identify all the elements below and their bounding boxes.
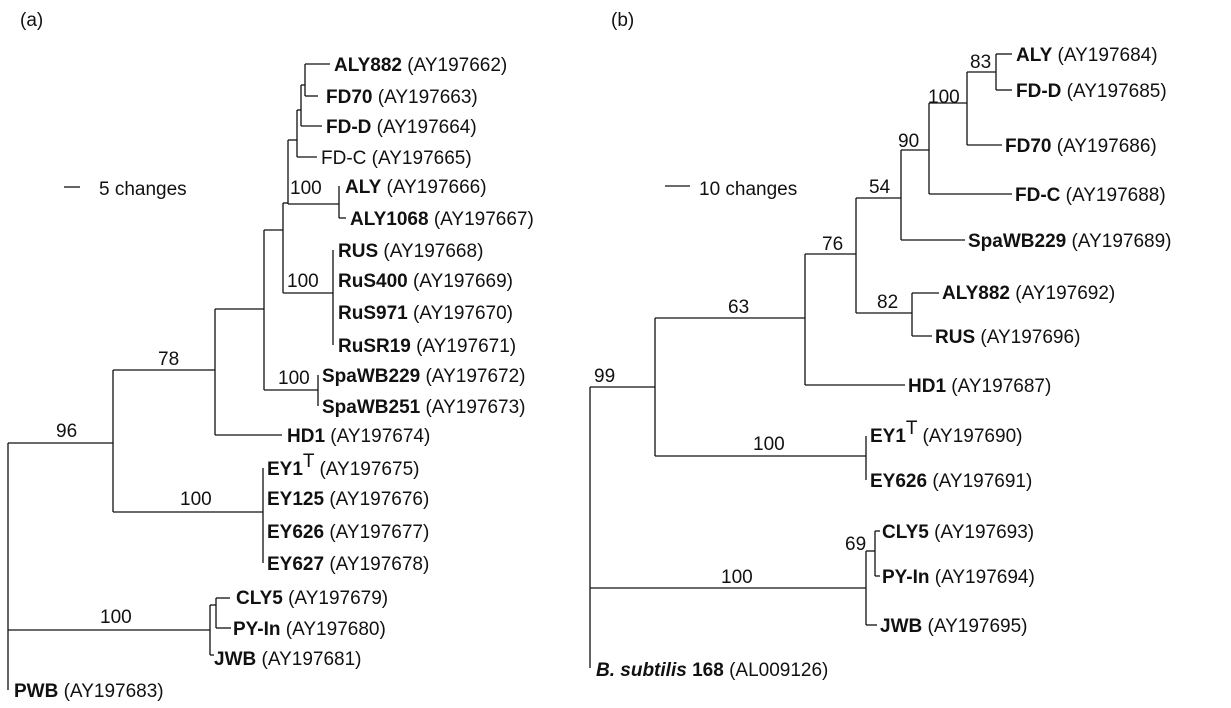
panel-b-bootstrap-values: 83 100 90 54 82 76 63 100 99 69 100 — [594, 52, 991, 588]
bootstrap-value: 100 — [753, 434, 785, 455]
taxon-label: B. subtilis 168 (AL009126) — [596, 660, 828, 681]
taxon-label: HD1 (AY197674) — [287, 426, 430, 447]
bootstrap-value: 63 — [728, 297, 749, 318]
bootstrap-value: 100 — [100, 607, 132, 628]
taxon-label: HD1 (AY197687) — [908, 376, 1051, 397]
bootstrap-value: 76 — [822, 234, 843, 255]
taxon-label: JWB (AY197695) — [880, 616, 1028, 637]
taxon-label: EY1T (AY197675) — [267, 451, 419, 480]
taxon-label: RUS (AY197668) — [338, 241, 483, 262]
taxon-label: EY627 (AY197678) — [267, 554, 429, 575]
bootstrap-value: 100 — [278, 368, 310, 389]
panel-a-branches — [7, 63, 346, 690]
bootstrap-value: 90 — [898, 131, 919, 152]
panel-b: (b) 10 changes — [589, 10, 1171, 681]
taxon-label: FD-D (AY197685) — [1016, 81, 1167, 102]
taxon-label: SpaWB229 (AY197672) — [322, 366, 525, 387]
bootstrap-value: 100 — [287, 271, 319, 292]
taxon-label: EY1T (AY197690) — [870, 418, 1022, 447]
panel-a-scale-label: 5 changes — [99, 179, 187, 200]
bootstrap-value: 69 — [845, 534, 866, 555]
panel-b-taxa: ALY (AY197684) FD-D (AY197685) FD70 (AY1… — [596, 45, 1171, 681]
bootstrap-value: 99 — [594, 366, 615, 387]
taxon-label: ALY882 (AY197692) — [942, 283, 1115, 304]
taxon-label: SpaWB251 (AY197673) — [322, 397, 525, 418]
taxon-label: CLY5 (AY197693) — [882, 522, 1034, 543]
taxon-label: SpaWB229 (AY197689) — [968, 231, 1171, 252]
taxon-label: EY125 (AY197676) — [267, 489, 429, 510]
panel-b-label: (b) — [611, 10, 634, 31]
panel-a-taxa: ALY882 (AY197662) FD70 (AY197663) FD-D (… — [14, 55, 534, 702]
taxon-label: PWB (AY197683) — [14, 681, 164, 702]
panel-a: (a) 5 changes — [7, 10, 534, 702]
taxon-label: RUS (AY197696) — [935, 327, 1080, 348]
taxon-label: PY-In (AY197694) — [882, 567, 1035, 588]
taxon-label: FD-C (AY197688) — [1015, 185, 1166, 206]
bootstrap-value: 100 — [721, 567, 753, 588]
bootstrap-value: 78 — [158, 349, 179, 370]
bootstrap-value: 82 — [877, 292, 898, 313]
taxon-label: ALY882 (AY197662) — [334, 55, 507, 76]
bootstrap-value: 54 — [869, 177, 891, 198]
taxon-label: FD-C (AY197665) — [321, 148, 472, 169]
bootstrap-value: 100 — [290, 178, 322, 199]
bootstrap-value: 100 — [928, 87, 960, 108]
taxon-label: RuS400 (AY197669) — [338, 271, 513, 292]
taxon-label: FD-D (AY197664) — [326, 117, 477, 138]
bootstrap-value: 100 — [180, 489, 212, 510]
taxon-label: RuSR19 (AY197671) — [338, 336, 516, 357]
taxon-label: RuS971 (AY197670) — [338, 303, 513, 324]
taxon-label: EY626 (AY197691) — [870, 471, 1032, 492]
taxon-label: EY626 (AY197677) — [267, 522, 429, 543]
taxon-label: ALY1068 (AY197667) — [350, 209, 534, 230]
taxon-label: JWB (AY197681) — [214, 649, 362, 670]
taxon-label: CLY5 (AY197679) — [236, 588, 388, 609]
bootstrap-value: 96 — [56, 421, 77, 442]
panel-b-scale-label: 10 changes — [699, 179, 797, 200]
panel-a-bootstrap-values: 100 100 100 78 96 100 100 — [56, 178, 322, 628]
taxon-label: ALY (AY197684) — [1016, 45, 1158, 66]
panel-b-branches — [589, 53, 1012, 668]
taxon-label: FD70 (AY197686) — [1005, 136, 1157, 157]
taxon-label: PY-In (AY197680) — [233, 619, 386, 640]
taxon-label: FD70 (AY197663) — [326, 87, 478, 108]
panel-a-label: (a) — [20, 10, 43, 31]
taxon-label: ALY (AY197666) — [345, 177, 487, 198]
bootstrap-value: 83 — [970, 52, 991, 73]
